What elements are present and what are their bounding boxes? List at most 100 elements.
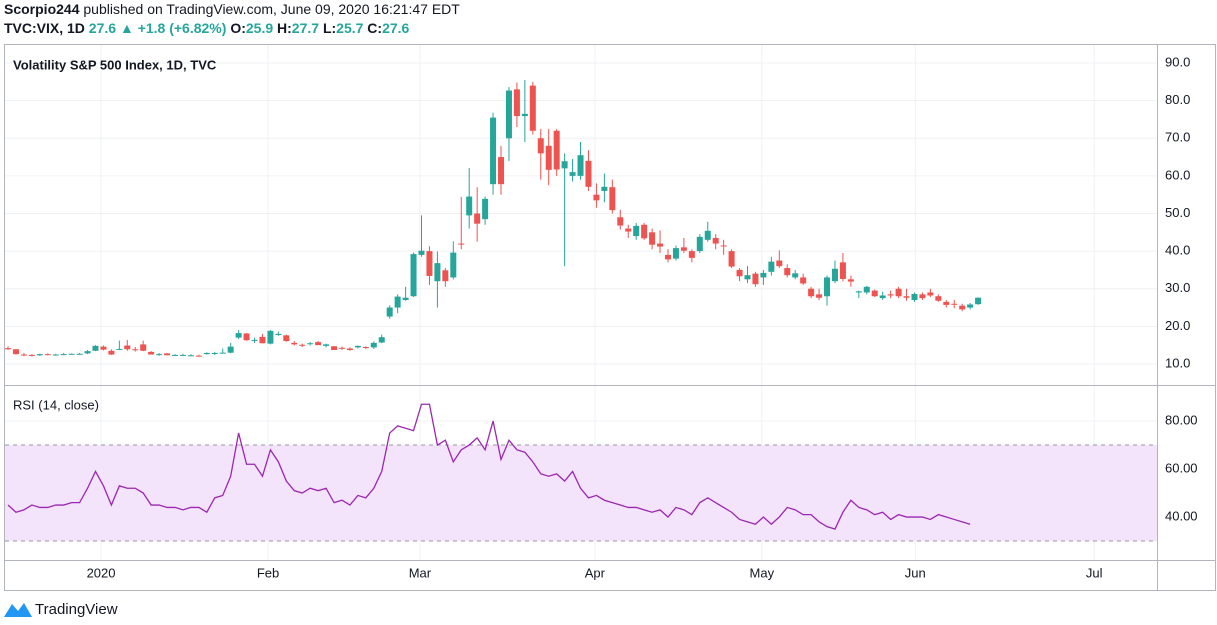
legend-line: TVC:VIX, 1D 27.6 ▲ +1.8 (+6.82%) O:25.9 … (4, 20, 410, 36)
candle-body (919, 294, 926, 299)
candle-body (68, 353, 75, 355)
logo-mark (4, 603, 32, 617)
candle-body (800, 277, 807, 284)
candle-body (331, 346, 338, 351)
candle-body (887, 294, 894, 296)
rsi-band (5, 445, 1157, 542)
x-tick-label: May (750, 565, 775, 580)
candle-body (855, 291, 862, 293)
candle-body (903, 296, 910, 298)
candle-body (187, 355, 194, 357)
candle-body (299, 344, 306, 346)
candle-body (124, 345, 131, 350)
candle-body (736, 269, 743, 277)
candle-body (569, 172, 576, 176)
candle-body (44, 354, 51, 356)
candle-body (394, 296, 401, 308)
candle-body (521, 113, 528, 117)
symbol: TVC:VIX, 1D (4, 20, 85, 36)
candle-body (410, 254, 417, 297)
open-label: O: (230, 20, 246, 36)
rsi-line (7, 403, 971, 530)
y-tick-label: 90.0 (1165, 54, 1190, 69)
candle-body (291, 342, 298, 345)
candle-body (251, 339, 258, 341)
candle-body (641, 224, 648, 239)
logo (4, 603, 32, 617)
data-layer (5, 79, 982, 530)
candle-body (84, 351, 91, 354)
candle-body (529, 85, 536, 131)
y-tick-label: 10.0 (1165, 355, 1190, 370)
x-tick-label: Jul (1086, 565, 1103, 580)
candle-body (195, 355, 202, 357)
candle-body (776, 260, 783, 267)
candle-body (728, 251, 735, 267)
candle-body (227, 346, 234, 353)
candle-body (362, 347, 369, 349)
arrow: ▲ (120, 20, 134, 36)
candle-body (696, 236, 703, 252)
y-tick-label: 60.0 (1165, 167, 1190, 182)
published: published on TradingView.com, June 09, 2… (83, 1, 460, 17)
candle-body (315, 342, 322, 346)
candle-body (680, 247, 687, 251)
candle-body (672, 248, 679, 259)
x-tick-label: 2020 (87, 565, 116, 580)
candle-body (879, 295, 886, 299)
header-line: Scorpio244 published on TradingView.com,… (4, 1, 460, 17)
candle-body (156, 354, 163, 356)
candle-body (927, 292, 934, 296)
close-value: 27.6 (382, 20, 409, 36)
candle-body (52, 354, 59, 356)
candle-body (967, 304, 974, 308)
candle-body (235, 333, 242, 338)
candle-body (307, 343, 314, 345)
candle-body (808, 288, 815, 297)
candle-body (370, 342, 377, 348)
candle-body (219, 352, 226, 354)
candle-body (744, 275, 751, 280)
candle-body (426, 251, 433, 276)
x-tick-label: Mar (409, 565, 432, 580)
x-tick-label: Apr (585, 565, 606, 580)
y-tick-label: 30.0 (1165, 280, 1190, 295)
candle-body (760, 272, 767, 278)
candle-body (831, 268, 838, 282)
candle-body (12, 349, 19, 355)
candle-body (863, 286, 870, 293)
candle-body (442, 270, 449, 282)
candle-body (593, 194, 600, 201)
candle-body (402, 297, 409, 300)
candle-body (378, 337, 385, 343)
chart-frame (4, 44, 1216, 591)
candle-body (664, 254, 671, 260)
candle-body (895, 288, 902, 297)
candle-body (259, 336, 266, 344)
candle-body (545, 145, 552, 170)
candle-body (466, 196, 473, 216)
candle-body (434, 263, 441, 282)
brand: TradingView (35, 601, 118, 618)
close-label: C: (367, 20, 382, 36)
grid-layer (5, 45, 1157, 560)
candle-body (513, 89, 520, 117)
candle-body (792, 273, 799, 278)
y-tick-label: 40.0 (1165, 243, 1190, 258)
candle-body (132, 349, 139, 351)
candle-body (847, 279, 854, 282)
candle-body (92, 345, 99, 351)
high-label: H: (277, 20, 292, 36)
candle-body (346, 348, 353, 351)
y-tick-label: 70.0 (1165, 130, 1190, 145)
candle-body (458, 243, 465, 245)
candle-body (116, 348, 123, 350)
low-value: 25.7 (336, 20, 363, 36)
candle-body (975, 297, 982, 305)
candle-body (688, 251, 695, 258)
high-value: 27.7 (292, 20, 319, 36)
candle-body (164, 353, 171, 356)
author: Scorpio244 (4, 1, 80, 17)
candle-body (657, 243, 664, 247)
